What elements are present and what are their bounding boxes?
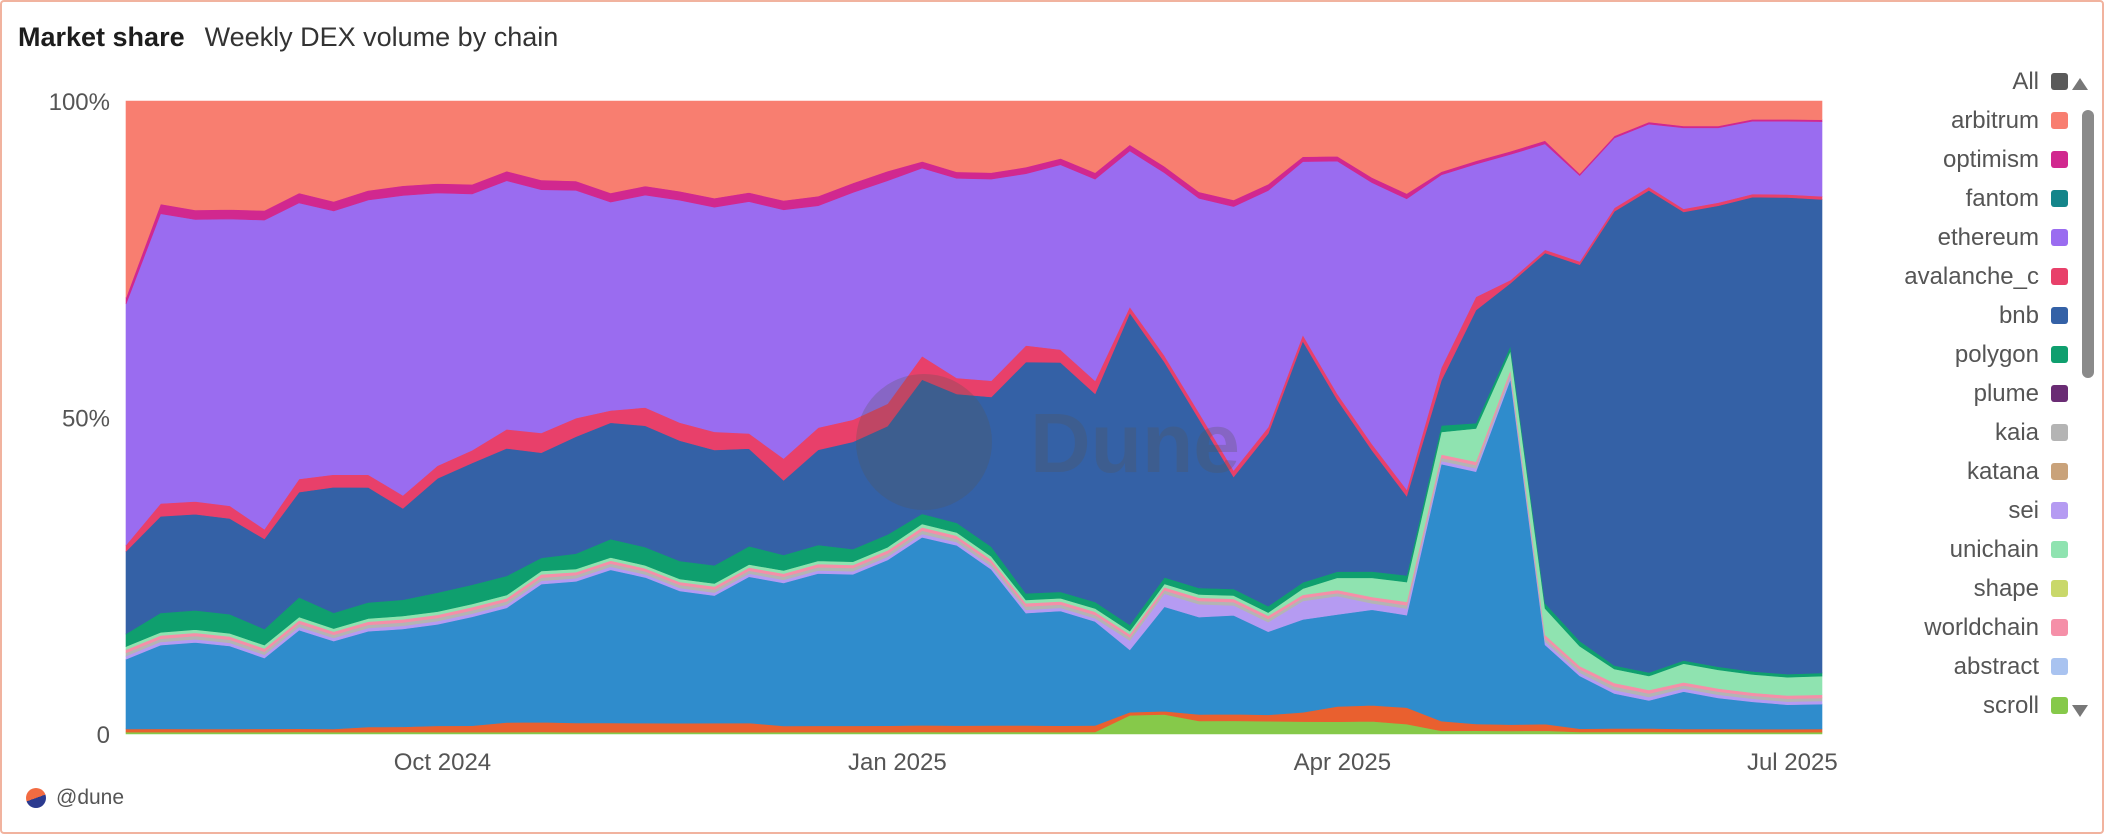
legend-item-scroll[interactable]: scroll	[1828, 686, 2068, 725]
y-tick-label: 0	[97, 722, 110, 749]
legend-swatch	[2051, 580, 2068, 597]
legend-scrollbar[interactable]	[2082, 110, 2094, 378]
dune-logo-icon	[26, 788, 46, 808]
x-tick-label: Oct 2024	[394, 749, 491, 776]
legend-label: fantom	[1965, 184, 2039, 212]
legend-swatch	[2051, 502, 2068, 519]
legend-swatch	[2051, 190, 2068, 207]
y-tick-label: 100%	[49, 89, 110, 116]
legend-item-abstract[interactable]: abstract	[1828, 647, 2068, 686]
x-tick-label: Jan 2025	[848, 749, 947, 776]
legend-label: optimism	[1942, 145, 2039, 173]
legend-item-sei[interactable]: sei	[1828, 491, 2068, 530]
x-tick-label: Jul 2025	[1747, 749, 1838, 776]
legend-swatch	[2051, 151, 2068, 168]
legend-label: shape	[1973, 574, 2039, 602]
legend-item-arbitrum[interactable]: arbitrum	[1828, 101, 2068, 140]
legend-label: kaia	[1994, 418, 2039, 446]
legend-item-fantom[interactable]: fantom	[1828, 179, 2068, 218]
legend-swatch	[2051, 112, 2068, 129]
chart-legend: All arbitrum optimism fantom ethereum avalanc…	[1828, 62, 2068, 725]
y-tick-label: 50%	[62, 406, 110, 433]
legend-swatch	[2051, 73, 2068, 90]
legend-swatch	[2051, 385, 2068, 402]
chart-title: Market share	[18, 22, 185, 52]
legend-item-kaia[interactable]: kaia	[1828, 413, 2068, 452]
legend-item-ethereum[interactable]: ethereum	[1828, 218, 2068, 257]
legend-label: polygon	[1954, 340, 2039, 368]
legend-item-avalanche-c[interactable]: avalanche_c	[1828, 257, 2068, 296]
dune-watermark-icon: Dune	[856, 374, 1240, 510]
legend-scroll-up-icon[interactable]	[2072, 78, 2088, 90]
legend-swatch	[2051, 463, 2068, 480]
legend-label: scroll	[1982, 691, 2039, 719]
legend-swatch	[2051, 268, 2068, 285]
legend-swatch	[2051, 541, 2068, 558]
legend-label: All	[2012, 67, 2039, 95]
legend-item-bnb[interactable]: bnb	[1828, 296, 2068, 335]
legend-label: plume	[1973, 379, 2039, 407]
legend-label: avalanche_c	[1904, 262, 2039, 290]
legend-scroll-down-icon[interactable]	[2072, 705, 2088, 717]
legend-label: arbitrum	[1950, 106, 2039, 134]
legend-label: katana	[1966, 457, 2039, 485]
legend-swatch	[2051, 424, 2068, 441]
chart-subtitle: Weekly DEX volume by chain	[204, 22, 559, 52]
legend-swatch	[2051, 229, 2068, 246]
footer-handle[interactable]: @dune	[56, 786, 125, 809]
legend-label: ethereum	[1937, 223, 2039, 251]
legend-swatch	[2051, 307, 2068, 324]
legend-item-katana[interactable]: katana	[1828, 452, 2068, 491]
legend-item-shape[interactable]: shape	[1828, 569, 2068, 608]
legend-item-worldchain[interactable]: worldchain	[1828, 608, 2068, 647]
legend-label: abstract	[1953, 652, 2039, 680]
legend-label: unichain	[1949, 535, 2039, 563]
legend-label: worldchain	[1924, 613, 2039, 641]
legend-item-optimism[interactable]: optimism	[1828, 140, 2068, 179]
chart-header: Market share Weekly DEX volume by chain	[18, 22, 558, 53]
legend-item-unichain[interactable]: unichain	[1828, 530, 2068, 569]
stacked-area-chart: Dune 0 50% 100% Oct 2024 Jan 2025 Apr 2025 Jul …	[49, 89, 1838, 776]
watermark-text: Dune	[1030, 396, 1240, 490]
legend-item-plume[interactable]: plume	[1828, 374, 2068, 413]
legend-item-polygon[interactable]: polygon	[1828, 335, 2068, 374]
footer: @dune	[26, 786, 124, 810]
x-tick-label: Apr 2025	[1294, 749, 1391, 776]
legend-item-all[interactable]: All	[1828, 62, 2068, 101]
legend-swatch	[2051, 346, 2068, 363]
legend-swatch	[2051, 697, 2068, 714]
legend-swatch	[2051, 619, 2068, 636]
legend-label: bnb	[1998, 301, 2039, 329]
legend-swatch	[2051, 658, 2068, 675]
area-series-arbitrum	[125, 100, 1823, 298]
legend-label: sei	[2008, 496, 2039, 524]
